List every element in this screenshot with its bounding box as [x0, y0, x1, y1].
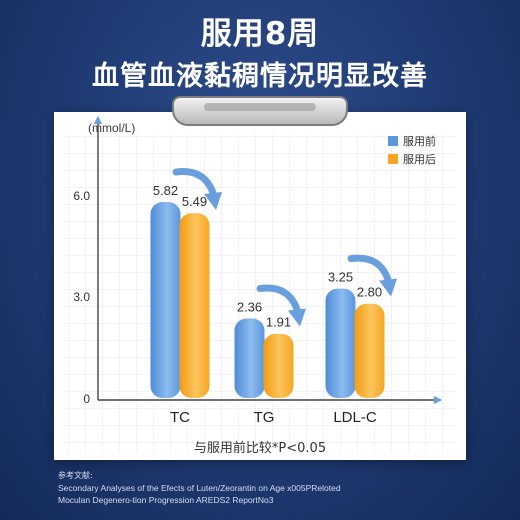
decrease-arrowhead-icon — [204, 192, 222, 211]
bar-before — [234, 318, 265, 398]
y-tick-label: 3.0 — [73, 290, 90, 304]
x-tick-label: TC — [170, 409, 190, 426]
x-tick-label: LDL-C — [333, 409, 377, 426]
bar-after — [354, 303, 385, 398]
grid-area — [64, 134, 456, 452]
decrease-arrow-icon — [172, 168, 218, 200]
page-subtitle: 血管血液黏稠情况明显改善 — [92, 61, 428, 92]
data-label: 1.91 — [266, 315, 291, 330]
legend-swatch — [388, 136, 398, 146]
references: 参考文献: Secondary Analyses of the Efects o… — [58, 470, 498, 506]
decrease-arrow-icon — [256, 284, 302, 317]
x-tick-label: TG — [254, 409, 275, 426]
unit-label: (mmol/L) — [88, 121, 135, 135]
y-tick-label: 6.0 — [73, 189, 90, 203]
legend-label: 服用后 — [403, 153, 436, 166]
bar-after — [179, 213, 210, 398]
data-label: 2.36 — [237, 300, 262, 315]
data-label: 2.80 — [357, 285, 382, 300]
decrease-arrowhead-icon — [379, 278, 397, 297]
data-label: 5.49 — [182, 194, 207, 209]
legend-label: 服用前 — [403, 134, 436, 148]
data-label: 3.25 — [328, 270, 353, 285]
data-label: 5.82 — [153, 183, 178, 198]
references-title: 参考文献: — [58, 471, 93, 480]
bar-before — [325, 288, 356, 398]
decrease-arrow-icon — [347, 254, 393, 287]
reference-line: Secondary Analyses of the Efects of Lute… — [58, 483, 341, 493]
reference-line: Moculan Degenero-tion Progression AREDS2… — [58, 495, 274, 505]
bar-after — [263, 333, 294, 398]
clipboard-clip — [172, 96, 348, 126]
page-title: 服用8周 — [200, 16, 320, 52]
bar-before — [150, 202, 181, 398]
decrease-arrowhead-icon — [288, 308, 306, 327]
x-axis-label: 与服用前比较*P<0.05 — [194, 440, 326, 456]
y-tick-label: 0 — [83, 392, 90, 406]
legend-swatch — [388, 154, 398, 164]
